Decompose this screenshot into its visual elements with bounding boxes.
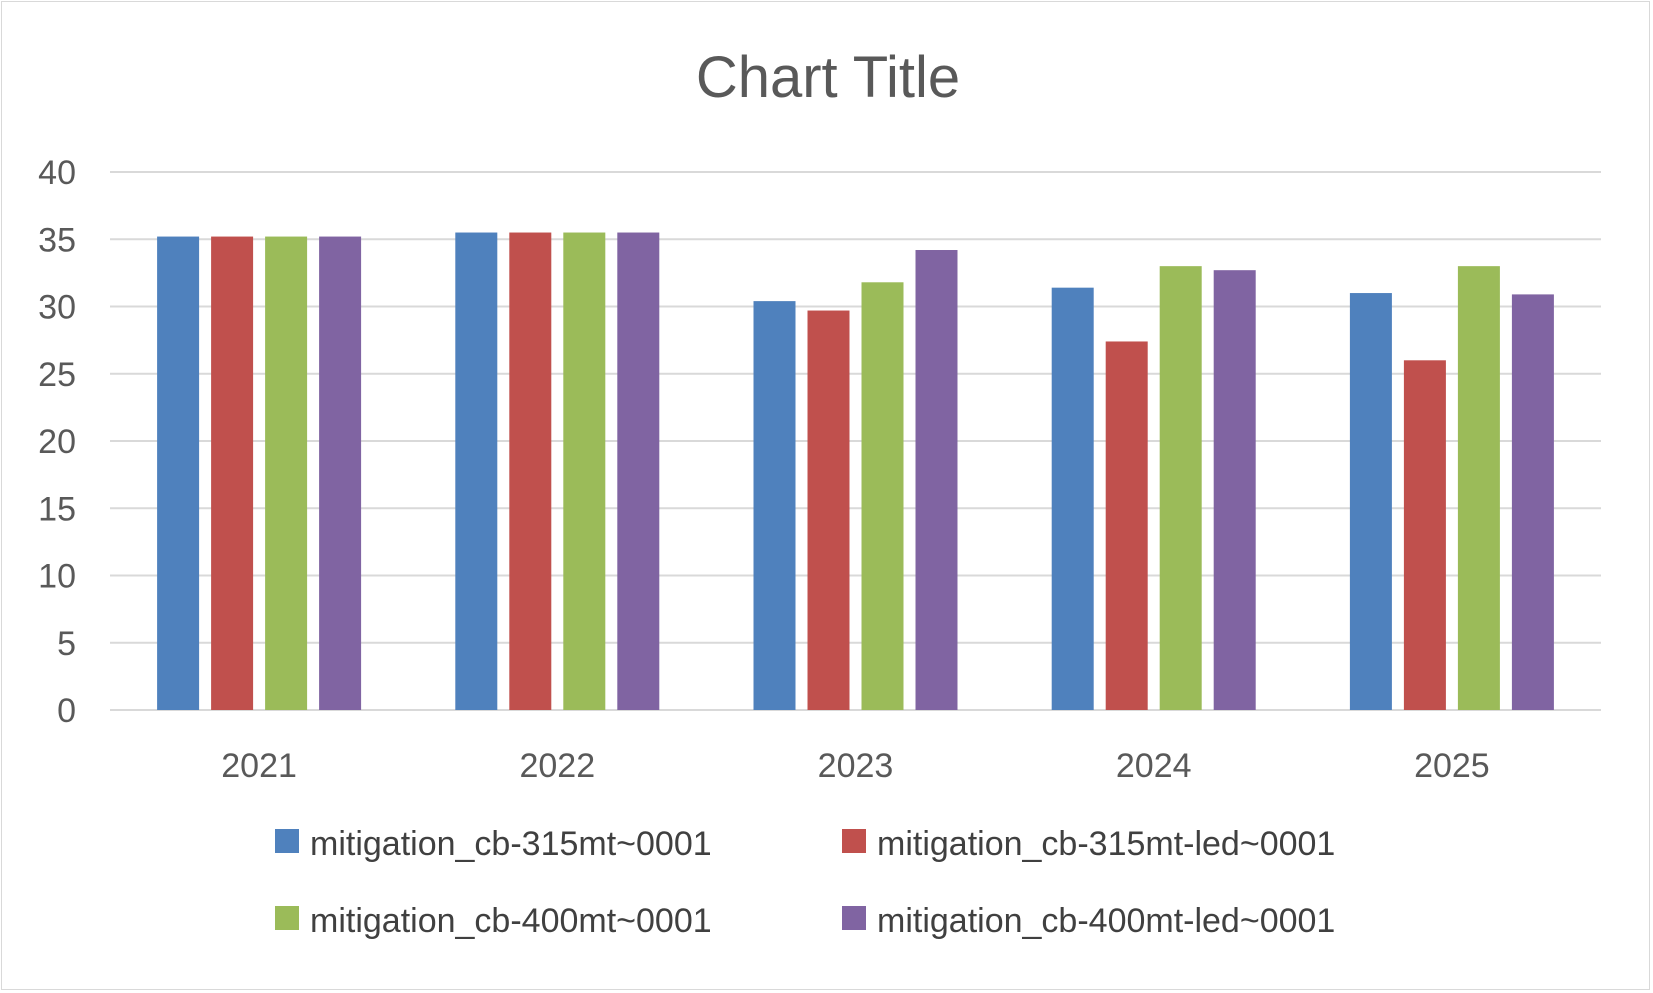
legend-swatch xyxy=(275,906,299,930)
y-tick-label: 15 xyxy=(38,490,76,528)
bar xyxy=(1159,266,1202,710)
bar xyxy=(861,282,904,710)
legend-label: mitigation_cb-400mt-led~0001 xyxy=(877,902,1335,940)
bar xyxy=(1403,360,1446,710)
bar xyxy=(753,301,796,710)
bars xyxy=(157,232,1554,710)
bar xyxy=(563,232,606,710)
y-axis-tick-labels: 0 5 10 15 20 25 30 35 40 xyxy=(38,154,76,730)
bar xyxy=(1105,341,1148,710)
legend-label: mitigation_cb-315mt-led~0001 xyxy=(877,825,1335,863)
y-tick-label: 25 xyxy=(38,356,76,394)
legend-label: mitigation_cb-400mt~0001 xyxy=(310,902,712,940)
y-tick-label: 20 xyxy=(38,423,76,461)
bar xyxy=(455,232,498,710)
y-tick-label: 10 xyxy=(38,558,76,596)
legend-swatch xyxy=(842,829,866,853)
y-tick-label: 35 xyxy=(38,221,76,259)
legend-swatch xyxy=(275,829,299,853)
bar xyxy=(1051,287,1094,710)
x-tick-label: 2024 xyxy=(1116,747,1192,785)
bar xyxy=(319,236,362,710)
chart-title: Chart Title xyxy=(696,45,960,110)
bar xyxy=(1349,293,1392,710)
bar xyxy=(617,232,660,710)
y-tick-label: 5 xyxy=(57,625,76,663)
bar xyxy=(1457,266,1500,710)
y-tick-label: 0 xyxy=(57,692,76,730)
bar xyxy=(211,236,254,710)
legend-swatch xyxy=(842,906,866,930)
bar xyxy=(807,310,850,710)
bar xyxy=(509,232,552,710)
y-tick-label: 30 xyxy=(38,289,76,327)
x-tick-label: 2023 xyxy=(818,747,894,785)
x-tick-label: 2022 xyxy=(519,747,595,785)
bar xyxy=(1511,294,1554,710)
x-tick-label: 2025 xyxy=(1414,747,1490,785)
legend-label: mitigation_cb-315mt~0001 xyxy=(310,825,712,863)
bar xyxy=(1213,270,1256,710)
x-tick-label: 2021 xyxy=(221,747,297,785)
bar xyxy=(915,250,958,710)
bar xyxy=(157,236,200,710)
bar xyxy=(265,236,308,710)
legend: mitigation_cb-315mt~0001 mitigation_cb-31… xyxy=(275,825,1335,940)
x-axis-tick-labels: 2021 2022 2023 2024 2025 xyxy=(221,747,1489,785)
y-tick-label: 40 xyxy=(38,154,76,192)
